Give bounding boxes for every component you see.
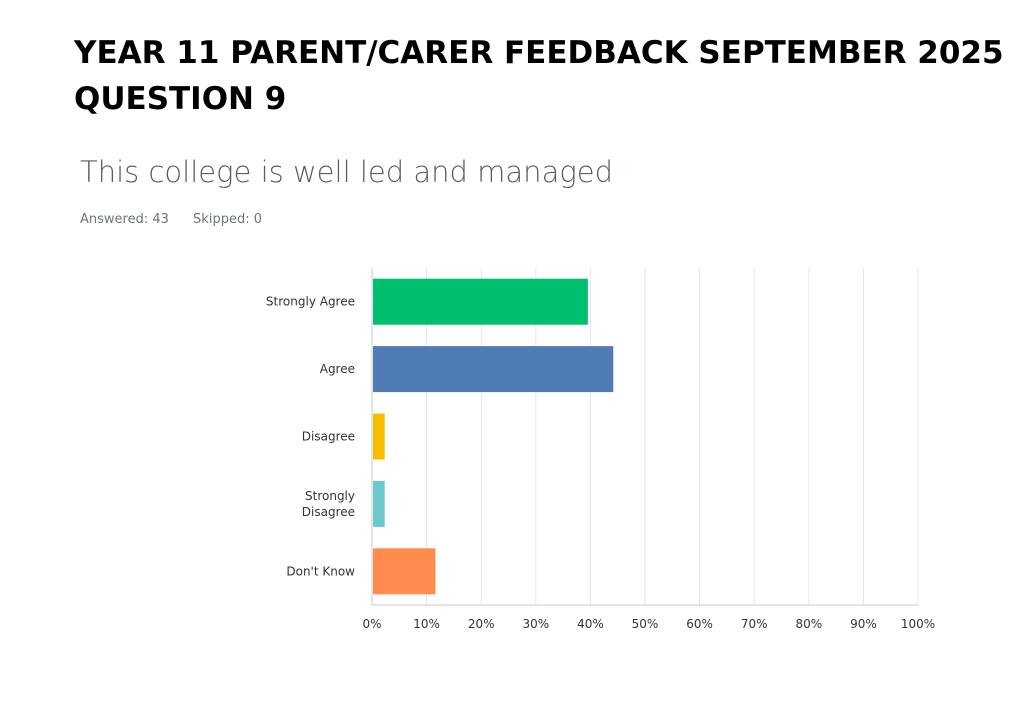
x-tick-label: 30% xyxy=(522,617,549,631)
slide-title-line-1: YEAR 11 PARENT/CARER FEEDBACK SEPTEMBER … xyxy=(74,35,1004,71)
answered-count: Answered: 43 xyxy=(80,212,169,227)
bar-strongly-agree xyxy=(373,278,588,325)
category-label: Don't Know xyxy=(286,564,355,578)
x-tick-label: 70% xyxy=(741,617,768,631)
bar-disagree xyxy=(373,413,385,460)
x-tick-label: 50% xyxy=(632,617,659,631)
category-label: Strongly Agree xyxy=(266,295,355,309)
x-tick-label: 90% xyxy=(850,617,877,631)
bar-strongly-disagree xyxy=(373,480,385,527)
category-label: Disagree xyxy=(302,430,355,444)
x-tick-label: 60% xyxy=(686,617,713,631)
x-tick-label: 10% xyxy=(413,617,440,631)
slide-title-line-2: QUESTION 9 xyxy=(74,81,287,117)
bar-agree xyxy=(373,346,614,393)
category-label: Strongly xyxy=(305,489,355,503)
x-tick-label: 0% xyxy=(362,617,381,631)
response-stats: Answered: 43 Skipped: 0 xyxy=(80,212,282,227)
bar-don-t-know xyxy=(373,548,436,595)
x-tick-label: 40% xyxy=(577,617,604,631)
x-tick-label: 20% xyxy=(468,617,495,631)
category-label: Disagree xyxy=(302,505,355,519)
question-title: This college is well led and managed xyxy=(80,155,613,189)
category-label: Agree xyxy=(320,362,355,376)
slide-title: YEAR 11 PARENT/CARER FEEDBACK SEPTEMBER … xyxy=(74,30,1004,122)
x-tick-label: 100% xyxy=(901,617,935,631)
x-tick-label: 80% xyxy=(795,617,822,631)
skipped-count: Skipped: 0 xyxy=(193,212,262,227)
